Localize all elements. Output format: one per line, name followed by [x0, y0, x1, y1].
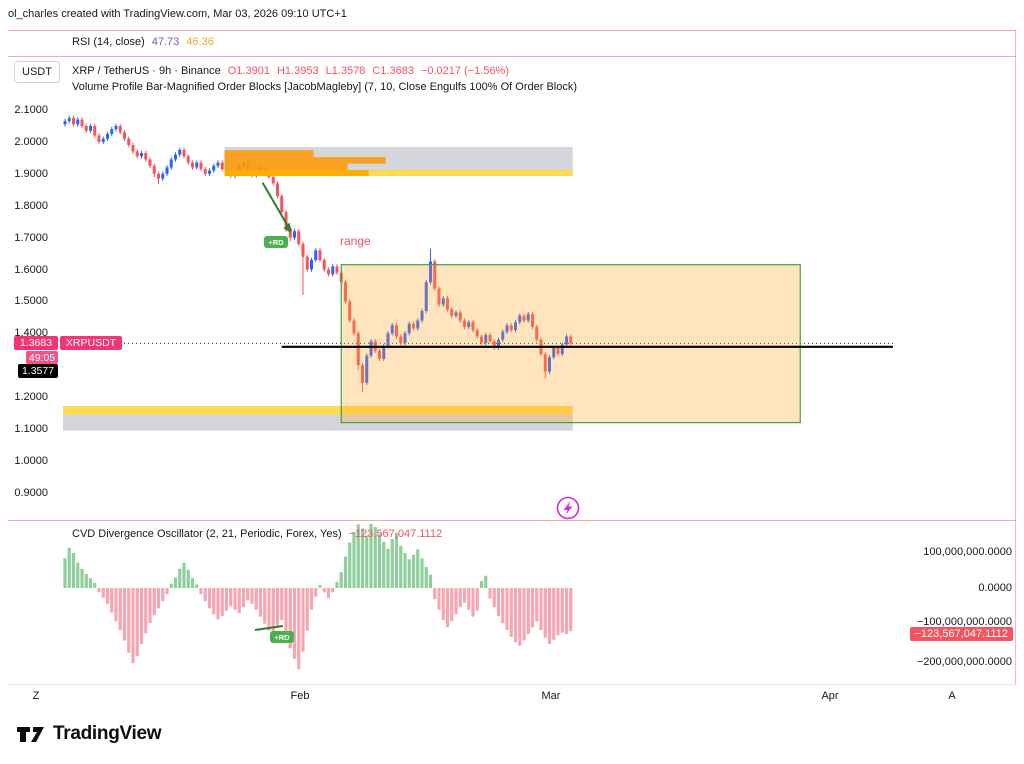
order-block	[224, 147, 573, 172]
price-tick[interactable]: 1.7000	[14, 231, 48, 244]
change-value: −0.0217 (−1.56%)	[420, 65, 510, 77]
arrow-head	[283, 222, 292, 233]
ohlc-close: C1.3683	[372, 65, 414, 77]
time-tick[interactable]: Z	[32, 690, 40, 702]
ohlc-open: O1.3901	[227, 65, 270, 77]
oscillator-legend[interactable]: CVD Divergence Oscillator (2, 21, Period…	[72, 528, 442, 541]
time-tick[interactable]: Mar	[541, 690, 561, 702]
pane-separator-right	[1015, 30, 1016, 684]
order-block	[224, 157, 386, 164]
hline-price-label: 1.3577	[18, 364, 58, 378]
range-box[interactable]	[340, 264, 801, 424]
order-block	[224, 169, 573, 177]
oscillator-value: −123,567,047.1112	[348, 528, 443, 540]
oscillator-histogram	[63, 524, 573, 670]
attribution-text: ol_charles created with TradingView.com,…	[8, 8, 347, 20]
symbol-legend[interactable]: XRP / TetherUS · 9h · Binance O1.3901 H1…	[72, 65, 509, 78]
indicator-title[interactable]: Volume Profile Bar-Magnified Order Block…	[72, 81, 578, 93]
pane-separator-oscillator[interactable]	[8, 520, 1016, 521]
price-tick[interactable]: 1.1000	[14, 423, 48, 435]
range-annotation-label[interactable]: range	[340, 234, 371, 248]
rd-marker-oscillator[interactable]: +RD	[270, 631, 294, 643]
price-tick[interactable]: 1.4000	[14, 327, 48, 340]
oscillator-tick[interactable]: −200,000,000.0000	[916, 656, 1012, 668]
oscillator-title[interactable]: CVD Divergence Oscillator (2, 21, Period…	[72, 528, 342, 540]
rd-marker-main[interactable]: +RD	[264, 236, 288, 248]
candlestick-series[interactable]	[63, 115, 573, 393]
oscillator-tick[interactable]: −100,000,000.0000	[916, 616, 1012, 628]
flash-icon[interactable]	[556, 496, 580, 520]
order-block	[224, 163, 348, 170]
price-tick[interactable]: 0.9000	[14, 486, 48, 499]
ohlc-high: H1.3953	[276, 65, 319, 77]
indicator-legend[interactable]: Volume Profile Bar-Magnified Order Block…	[72, 81, 577, 94]
current-price-label: 1.3683	[14, 336, 58, 350]
rsi-value-2: 46.36	[186, 36, 214, 48]
time-axis-separator	[8, 684, 1016, 685]
price-tick[interactable]: 1.6000	[14, 263, 48, 276]
order-block	[224, 169, 369, 177]
price-tick[interactable]: 1.0000	[14, 454, 48, 467]
time-tick[interactable]: Feb	[290, 690, 310, 702]
time-tick[interactable]: Apr	[821, 690, 839, 702]
order-block	[63, 414, 573, 431]
ohlc-low: L1.3578	[325, 65, 366, 77]
rsi-title[interactable]: RSI (14, close)	[72, 36, 145, 48]
rd-trendline[interactable]	[254, 625, 284, 631]
price-tick[interactable]: 1.5000	[14, 295, 48, 308]
currency-toggle-button[interactable]: USDT	[14, 61, 60, 83]
symbol-tag-label: XRPUSDT	[60, 336, 122, 350]
price-tick[interactable]: 1.9000	[14, 167, 48, 180]
price-tick[interactable]: 2.1000	[14, 104, 48, 116]
price-tick[interactable]: 1.2000	[14, 391, 48, 404]
tradingview-logo[interactable]: TradingView	[16, 722, 162, 746]
rsi-value-1: 47.73	[151, 36, 180, 48]
price-tick[interactable]: 2.0000	[14, 135, 48, 148]
oscillator-tick[interactable]: 100,000,000.0000	[923, 546, 1012, 558]
order-block	[63, 406, 573, 415]
pane-separator-top[interactable]	[8, 30, 1016, 31]
price-tick[interactable]: 1.8000	[14, 199, 48, 212]
tradingview-logo-icon	[17, 727, 44, 742]
arrow-drawing[interactable]	[261, 182, 292, 231]
oscillator-tick[interactable]: 0.0000	[978, 582, 1012, 594]
rsi-legend[interactable]: RSI (14, close) 47.73 46.36	[72, 36, 214, 49]
bar-countdown-label: 49:05	[26, 351, 58, 364]
order-block	[224, 150, 314, 158]
order-blocks	[63, 147, 573, 431]
tradingview-logo-text: TradingView	[53, 723, 162, 744]
symbol-title[interactable]: XRP / TetherUS · 9h · Binance	[72, 65, 221, 77]
pane-separator-rsi[interactable]	[8, 56, 1016, 57]
oscillator-value-badge: −123,567,047.1112	[909, 627, 1013, 641]
time-tick[interactable]: A	[948, 690, 956, 702]
